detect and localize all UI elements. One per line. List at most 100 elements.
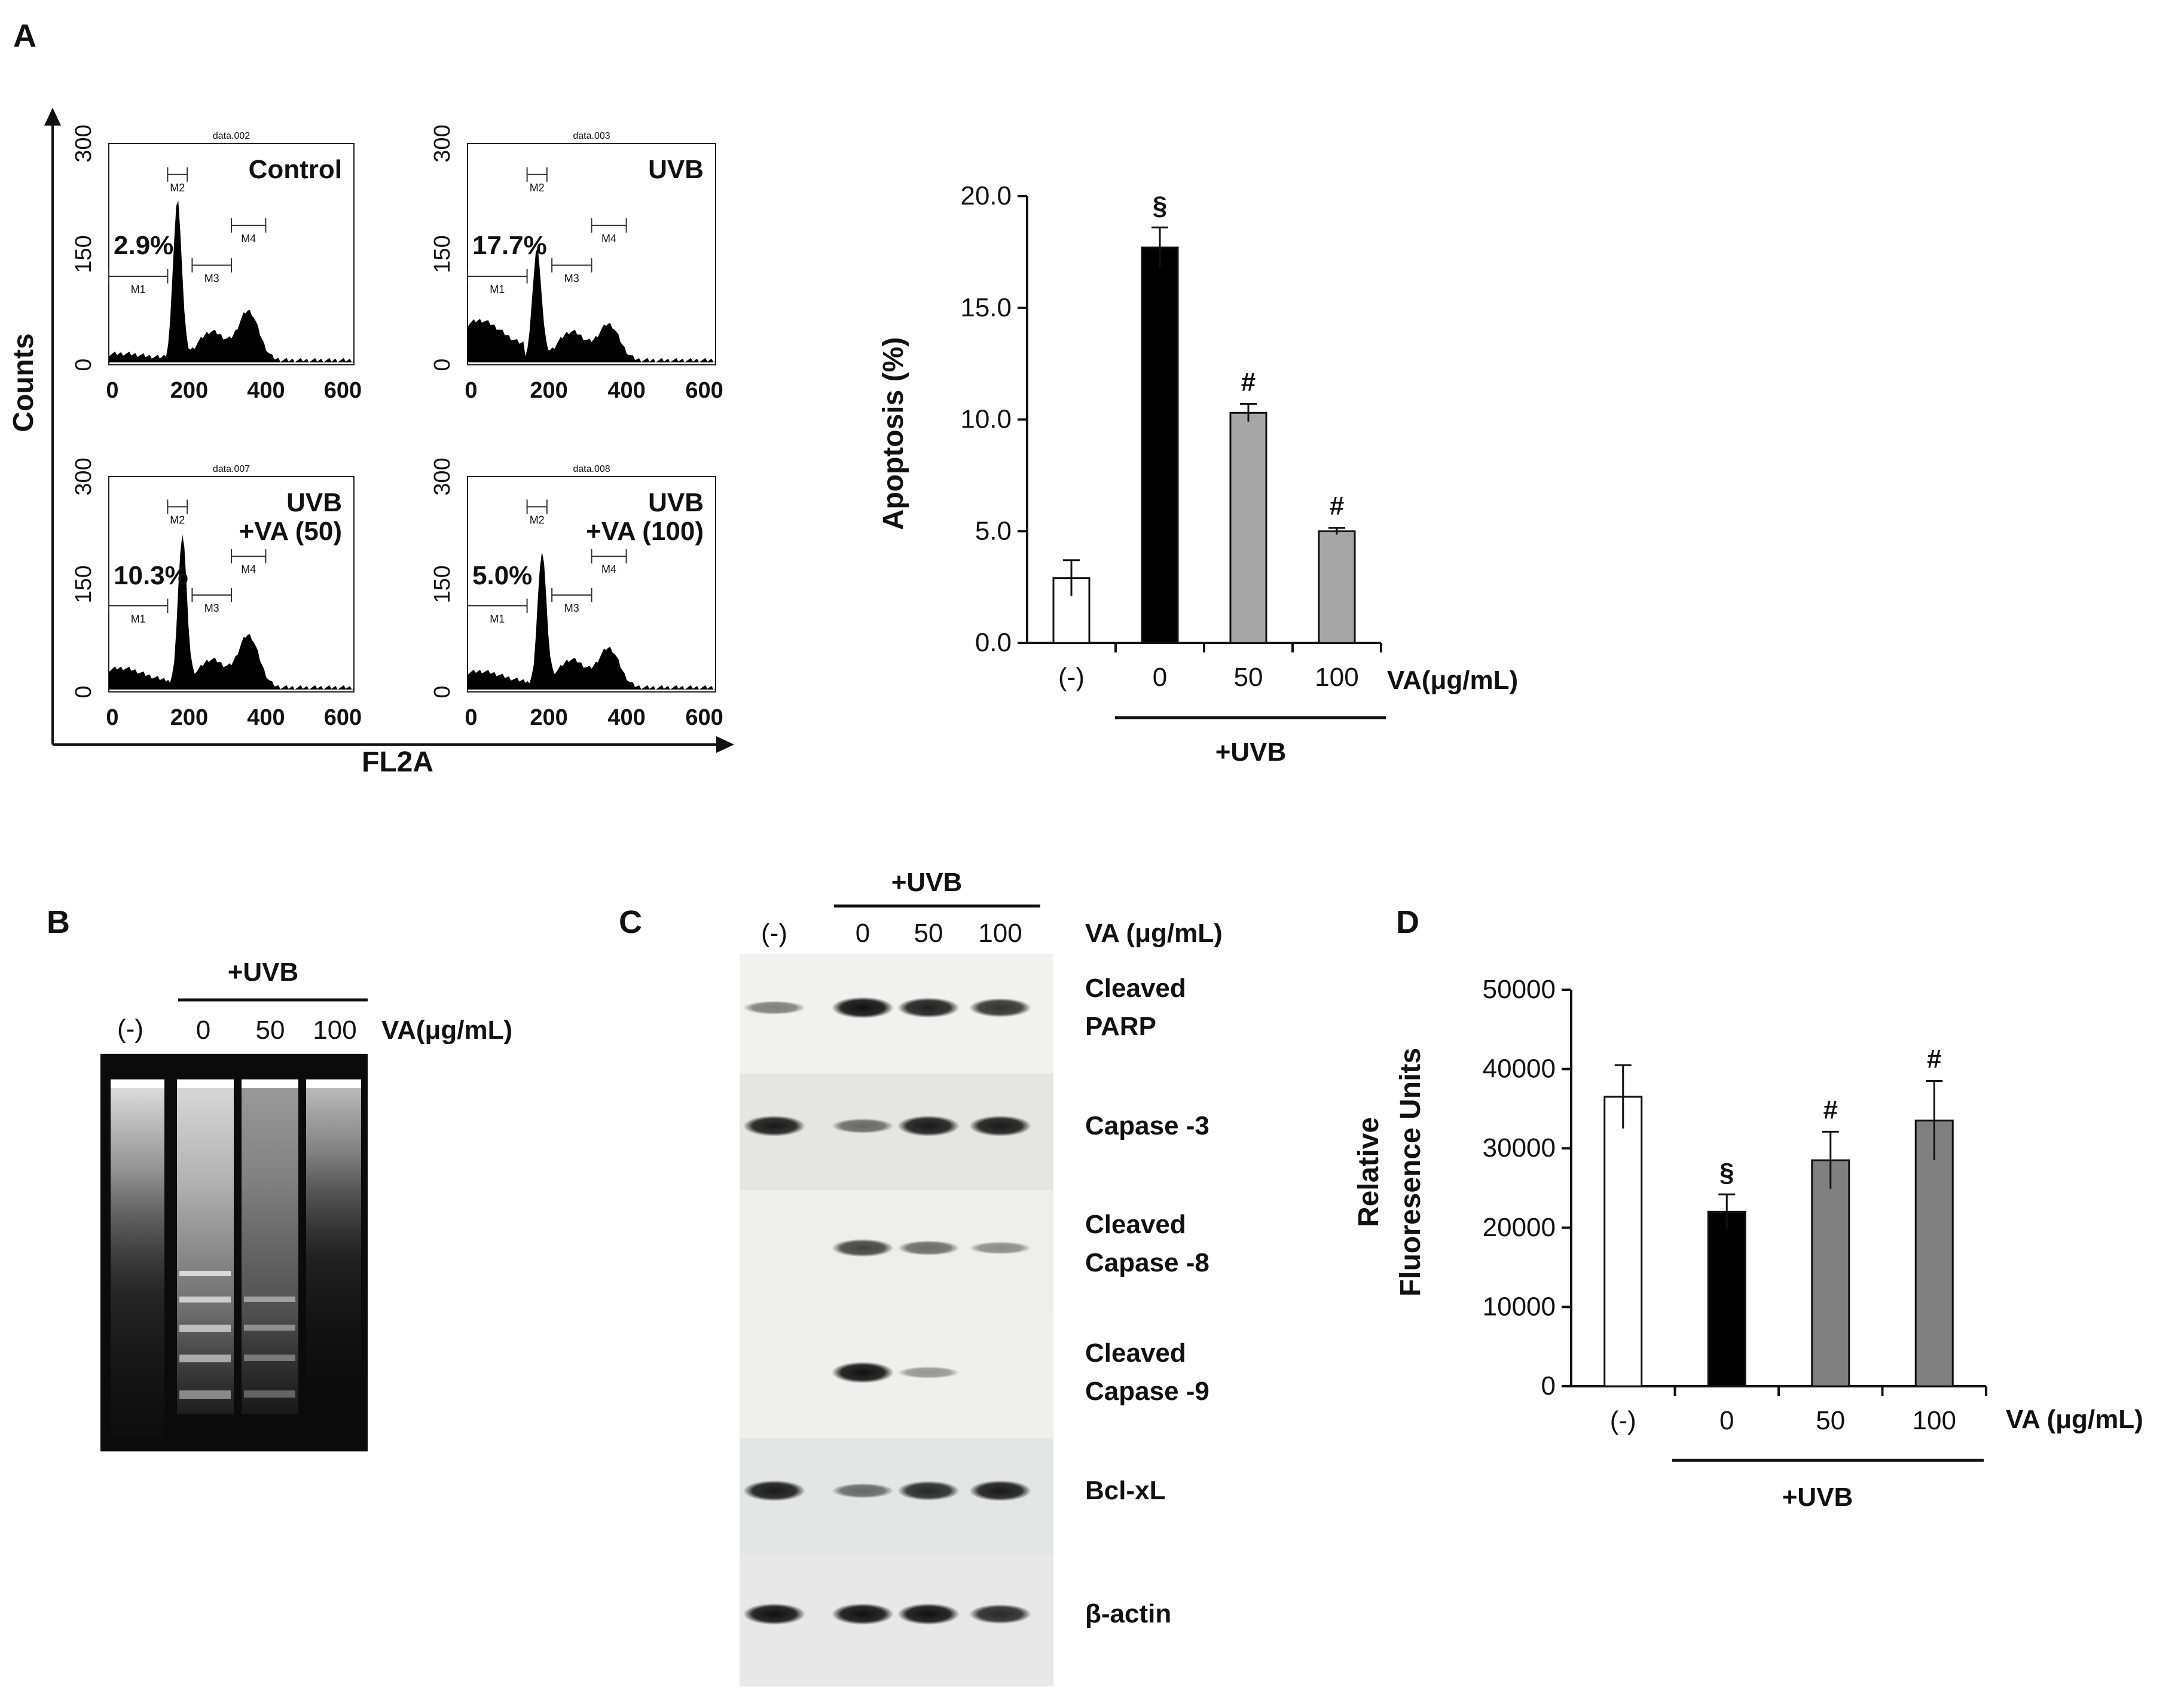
flow-condition-label: UVB	[286, 488, 342, 517]
blot-row-1: Cleaved PARP	[740, 954, 1186, 1073]
panel-d: D 0 10000 20000 30000 40000 50000 (-) § 0 #50 #10…	[1353, 904, 2143, 1512]
bar-chart-a-category-label: 100	[1315, 663, 1358, 692]
flow-x-tick-label: 200	[170, 378, 208, 403]
blot-band	[969, 998, 1031, 1017]
flow-condition-label: +VA (50)	[239, 517, 342, 546]
bar-chart-a-significance-mark: §	[1153, 191, 1167, 220]
gel-lane-label-4: 100	[313, 1015, 356, 1045]
blot-band	[832, 1483, 894, 1499]
bar-chart-a-bar	[1318, 530, 1356, 644]
flow-x-tick-label: 200	[530, 378, 567, 403]
blot-band	[897, 1603, 960, 1625]
flow-y-tick-label: 0	[430, 685, 455, 698]
flow-histogram-trace	[468, 248, 716, 362]
flow-gate-label: M1	[131, 613, 146, 625]
flow-apoptosis-percent: 10.3%	[114, 561, 188, 590]
flow-y-tick-label: 300	[71, 124, 96, 162]
blot-band	[832, 1603, 894, 1625]
bar-chart-a-y-tick-label: 15.0	[960, 293, 1012, 322]
bar-chart-d-category-label: 0	[1719, 1406, 1734, 1435]
flow-plot-file-label: data.003	[573, 131, 610, 141]
blot-band	[743, 1001, 805, 1015]
blot-row-3: Cleaved Capase -8	[740, 1190, 1209, 1319]
panel-letter-a: A	[13, 18, 36, 54]
bar-chart-a-y-tick-label: 0.0	[975, 628, 1012, 657]
flow-condition-label: +VA (100)	[586, 517, 704, 546]
bar-chart-d-category-label: 100	[1913, 1406, 1956, 1435]
bar-chart-d-bar	[1811, 1159, 1850, 1387]
flow-gate-label: M2	[170, 182, 185, 194]
bar-chart-d-bar	[1603, 1096, 1643, 1387]
flow-plot-frame	[467, 476, 716, 693]
flow-y-tick-label: 150	[430, 235, 455, 273]
blot-band	[832, 1239, 894, 1257]
flow-cytometry-histograms: data.002 0 150 300 0 200 400 600 M1 M2 M3 M4 2.9% Con…	[71, 124, 723, 730]
blot-band	[897, 1367, 960, 1378]
flow-y-tick-label: 300	[430, 457, 455, 495]
flow-gate-label: M2	[530, 182, 545, 194]
blot-protein-label: Capase -3	[1085, 1111, 1209, 1140]
blot-protein-label: PARP	[1085, 1012, 1156, 1041]
bar-chart-d-significance-mark: #	[1927, 1044, 1941, 1073]
bar-chart-d-significance-mark: #	[1823, 1095, 1838, 1124]
bar-chart-d-y-tick-label: 50000	[1483, 975, 1556, 1004]
bar-chart-d-y-label-2: Fluoresence Units	[1395, 1048, 1427, 1297]
bar-chart-a-bar	[1229, 411, 1267, 644]
bar-chart-d-unit: VA (μg/mL)	[2006, 1405, 2143, 1434]
bar-chart-a-uvb-label: +UVB	[1215, 737, 1287, 767]
flow-condition-label: UVB	[648, 155, 704, 184]
flow-histogram-4: data.008 0 150 300 0 200 400 600 M1 M2 M3 M4 5.0% UVB…	[430, 457, 723, 730]
bar-chart-d-y-tick-label: 20000	[1483, 1213, 1556, 1242]
flow-gate-label: M1	[131, 283, 146, 295]
blot-band	[969, 1242, 1031, 1255]
blot-row-6: β-actin	[740, 1555, 1171, 1686]
flow-histogram-trace	[109, 534, 354, 690]
bar-chart-a-y-tick-label: 20.0	[960, 181, 1012, 211]
blot-protein-label: Capase -8	[1085, 1248, 1209, 1277]
flow-y-tick-label: 300	[71, 457, 96, 495]
flow-histogram-trace	[468, 551, 716, 690]
bar-chart-a: 0.0 5.0 10.0 15.0 20.0 (-) § 0 #50 #100 Apoptosi…	[878, 181, 1518, 767]
gel-lane-label-2: 0	[196, 1015, 210, 1045]
flow-x-tick-label: 0	[106, 705, 118, 730]
bar-chart-d-category-label: 50	[1816, 1406, 1845, 1435]
bar-chart-d-y-tick-label: 0	[1541, 1371, 1556, 1401]
flow-plot-file-label: data.002	[213, 131, 250, 141]
blot-protein-label: Cleaved	[1085, 974, 1186, 1003]
panel-letter-c: C	[619, 904, 642, 940]
blot-band	[832, 997, 894, 1018]
bar-chart-d-significance-mark: §	[1719, 1158, 1734, 1187]
panel-letter-d: D	[1396, 904, 1419, 940]
blot-band	[743, 1115, 805, 1137]
bar-chart-a-bars: (-) § 0 #50 #100	[1052, 191, 1359, 692]
flow-histogram-2: data.003 0 150 300 0 200 400 600 M1 M2 M3 M4 17.7% UV…	[430, 124, 723, 403]
flow-y-tick-label: 150	[71, 565, 96, 603]
blot-band	[969, 1115, 1031, 1137]
flow-plot-frame	[108, 476, 355, 693]
flow-gate-label: M1	[490, 283, 505, 295]
panel-c: C +UVB (-) 0 50 100 VA (μg/mL) Cleaved PA…	[619, 868, 1223, 1686]
bar-chart-a-bar	[1141, 246, 1179, 644]
flow-outer-axes: Counts FL2A	[8, 108, 734, 778]
blot-band	[832, 1118, 894, 1134]
bar-chart-a-category-label: 0	[1153, 663, 1167, 692]
flow-plot-file-label: data.007	[213, 464, 250, 474]
blot-row-2: Capase -3	[740, 1073, 1209, 1190]
flow-y-tick-label: 0	[71, 685, 96, 698]
blot-band	[832, 1362, 894, 1383]
flow-x-tick-label: 600	[685, 378, 723, 403]
flow-gate-label: M2	[530, 514, 545, 526]
blot-unit-label: VA (μg/mL)	[1085, 919, 1223, 948]
bar-chart-d-y-tick-label: 30000	[1483, 1133, 1556, 1163]
flow-x-tick-label: 600	[324, 705, 362, 730]
flow-condition-label: UVB	[648, 488, 704, 517]
blot-row-4: Cleaved Capase -9	[740, 1319, 1209, 1438]
flow-apoptosis-percent: 17.7%	[472, 231, 547, 260]
blot-lane-label-2: 0	[856, 919, 870, 948]
flow-plot-frame	[108, 143, 355, 365]
flow-y-axis-label: Counts	[8, 333, 39, 432]
bar-chart-a-unit: VA(μg/mL)	[1387, 666, 1518, 695]
bar-chart-d-y-label-1: Relative	[1353, 1117, 1385, 1227]
